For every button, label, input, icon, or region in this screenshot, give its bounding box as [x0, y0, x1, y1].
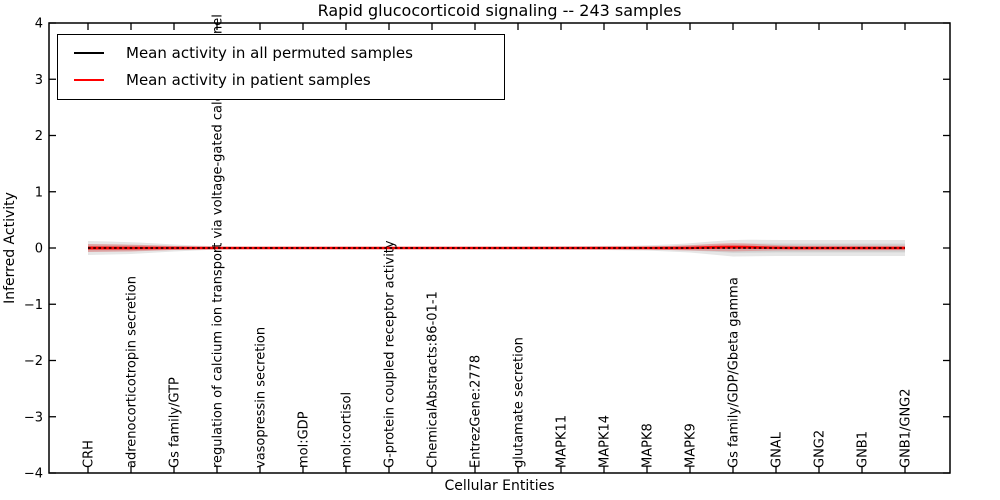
y-tick-label: −2: [24, 354, 43, 369]
entity-tick-label: adrenocorticotropin secretion: [125, 276, 140, 468]
entity-tick-label: Gs family/GDP/Gbeta gamma: [727, 277, 742, 468]
y-tick-label: −3: [24, 410, 43, 425]
x-axis-label: Cellular Entities: [444, 478, 555, 494]
y-tick-labels: 4 3 2 1 0 −1 −2 −3 −4: [24, 17, 43, 482]
legend-row-patient: Mean activity in patient samples: [58, 66, 504, 93]
y-axis-label: Inferred Activity: [2, 192, 18, 304]
patient-mean-line-icon: [74, 78, 104, 81]
entity-tick-label: mol:cortisol: [340, 392, 355, 468]
y-tick-label: 2: [35, 129, 43, 144]
y-tick-label: 0: [35, 242, 43, 257]
entity-tick-label: ChemicalAbstracts:86-01-1: [426, 291, 441, 468]
entity-tick-label: GNG2: [813, 430, 828, 468]
y-tick-label: 1: [35, 185, 43, 200]
chart-title: Rapid glucocorticoid signaling -- 243 sa…: [317, 1, 682, 20]
entity-tick-label: MAPK8: [641, 423, 656, 468]
entity-tick-label: EntrezGene:2778: [469, 355, 484, 468]
y-tick-label: 3: [35, 73, 43, 88]
legend-label-permuted: Mean activity in all permuted samples: [126, 43, 413, 62]
tick-marks: [49, 22, 950, 474]
legend-label-patient: Mean activity in patient samples: [126, 70, 371, 89]
entity-tick-label: CRH: [82, 440, 97, 468]
patient-mean-line: [88, 245, 905, 250]
legend-box: Mean activity in all permuted samples Me…: [57, 34, 505, 100]
entity-tick-label: Gs family/GTP: [168, 377, 183, 468]
entity-tick-label: GNB1: [856, 431, 871, 468]
entity-tick-label: glutamate secretion: [512, 337, 527, 468]
entity-tick-label: MAPK9: [684, 423, 699, 468]
entity-tick-label: G-protein coupled receptor activity: [383, 240, 398, 468]
entity-tick-label: GNAL: [770, 431, 785, 468]
y-tick-label: −1: [24, 298, 43, 313]
legend-row-permuted: Mean activity in all permuted samples: [58, 39, 504, 66]
entity-tick-label: vasopressin secretion: [254, 327, 269, 468]
y-tick-label: 4: [35, 17, 43, 32]
entity-tick-label: regulation of calcium ion transport via …: [211, 14, 226, 468]
entity-tick-label: MAPK11: [555, 415, 570, 468]
permuted-mean-line-icon: [74, 51, 104, 54]
entity-tick-labels: CRH adrenocorticotropin secretion Gs famil…: [82, 14, 914, 468]
entity-tick-label: MAPK14: [598, 415, 613, 468]
entity-tick-label: GNB1/GNG2: [899, 388, 914, 468]
y-tick-label: −4: [24, 467, 43, 482]
entity-tick-label: mol:GDP: [297, 411, 312, 468]
